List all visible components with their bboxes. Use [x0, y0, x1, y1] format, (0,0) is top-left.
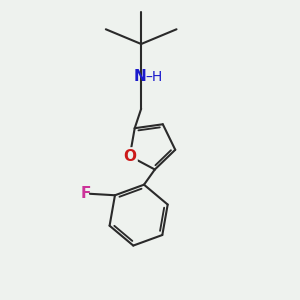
Text: F: F [80, 186, 91, 201]
Text: –H: –H [145, 70, 162, 84]
Text: O: O [123, 149, 136, 164]
Text: N: N [133, 69, 146, 84]
